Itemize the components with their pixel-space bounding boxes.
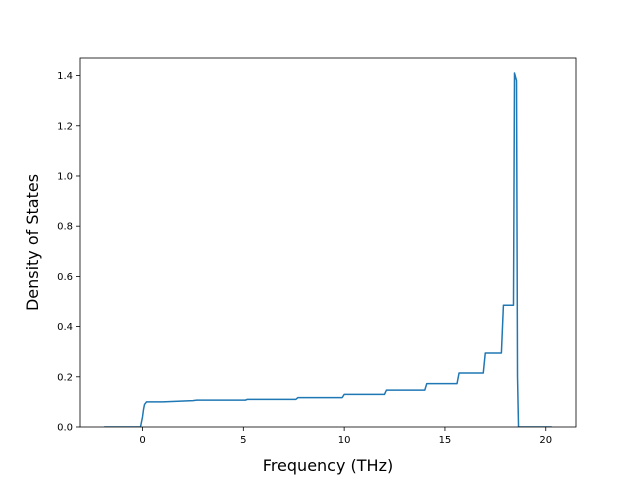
x-tick-label: 0 bbox=[139, 435, 145, 446]
y-tick-label: 1.0 bbox=[57, 171, 73, 182]
x-axis-label: Frequency (THz) bbox=[263, 456, 393, 475]
x-tick-label: 20 bbox=[539, 435, 552, 446]
y-tick-label: 0.6 bbox=[57, 272, 73, 283]
y-tick-label: 1.4 bbox=[57, 71, 73, 82]
y-tick-label: 0.4 bbox=[57, 322, 73, 333]
ticks: 0 5 10 15 20 0.0 0.2 0.4 0.6 0.8 1.0 1.2 1.4 bbox=[57, 71, 552, 446]
x-tick-label: 5 bbox=[240, 435, 246, 446]
x-tick-label: 10 bbox=[338, 435, 351, 446]
y-tick-label: 0.8 bbox=[57, 222, 73, 233]
dos-series-line bbox=[104, 72, 552, 427]
y-tick-label: 0.2 bbox=[57, 372, 73, 383]
y-tick-label: 1.2 bbox=[57, 121, 73, 132]
plot-area bbox=[104, 72, 552, 427]
y-axis-label: Density of States bbox=[23, 174, 42, 311]
axes-frame bbox=[79, 57, 577, 428]
y-tick-label: 0.0 bbox=[57, 423, 73, 434]
x-tick-label: 15 bbox=[439, 435, 452, 446]
